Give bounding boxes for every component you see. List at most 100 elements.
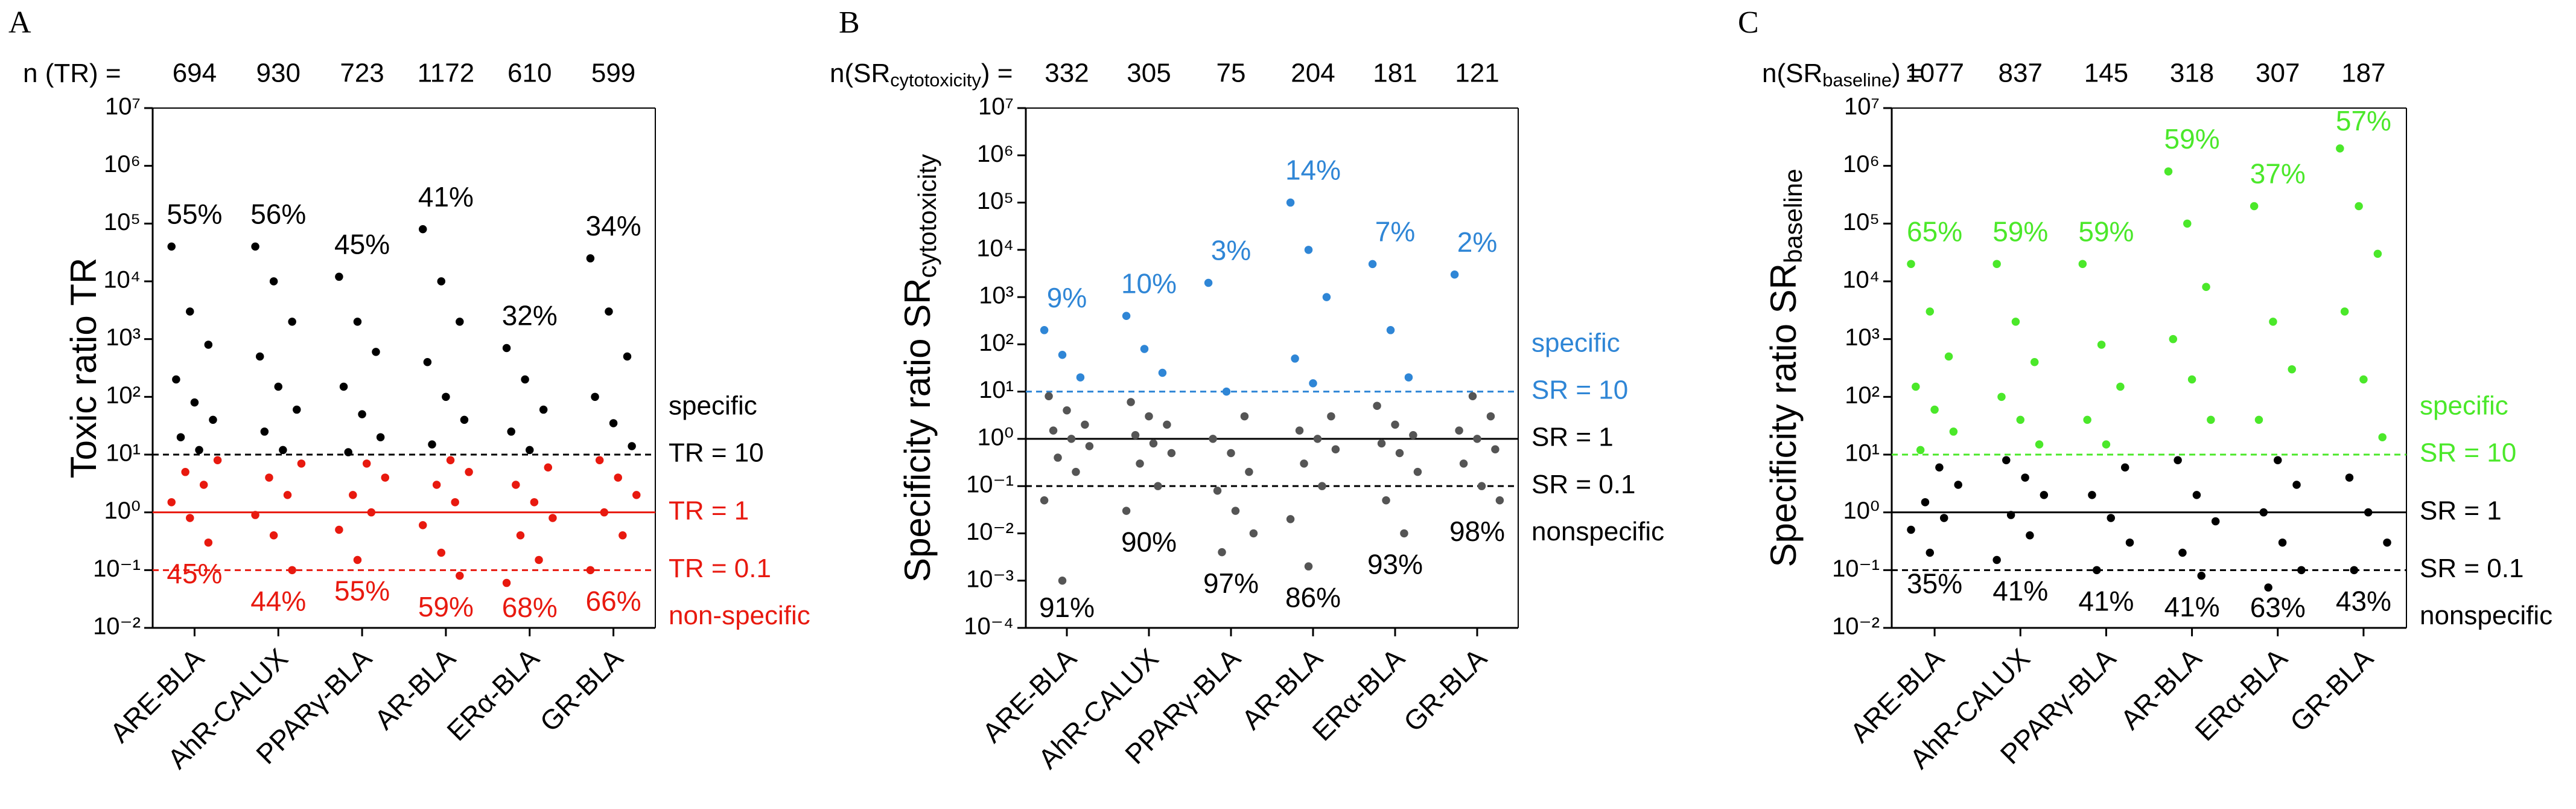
y-tick-label: 10⁴	[103, 267, 141, 293]
lower-percent: 43%	[2336, 585, 2391, 616]
upper-percent: 7%	[1375, 216, 1415, 248]
data-point	[1912, 382, 1920, 391]
data-point	[1907, 260, 1915, 268]
n-label-end: ) =	[1892, 59, 1924, 88]
data-point	[209, 415, 217, 424]
reference-label: SR = 0.1	[2420, 554, 2524, 583]
reference-label: SR = 1	[1531, 423, 1614, 452]
data-point	[628, 442, 636, 450]
data-point	[274, 382, 282, 391]
lower-percent: 41%	[2078, 585, 2134, 616]
nonspecific-label: nonspecific	[1531, 517, 1664, 546]
data-point	[609, 419, 618, 427]
lower-percent: 93%	[1367, 549, 1423, 580]
n-value: 332	[1045, 59, 1089, 88]
data-point	[2278, 538, 2287, 547]
reference-label: TR = 1	[669, 496, 749, 525]
data-point	[437, 277, 446, 286]
data-point	[1413, 467, 1422, 476]
n-value: 610	[507, 59, 552, 88]
upper-percent: 2%	[1457, 226, 1497, 258]
data-point	[521, 375, 529, 384]
n-value: 837	[1999, 59, 2043, 88]
specific-label: specific	[669, 391, 757, 421]
data-point	[288, 318, 296, 326]
data-point	[367, 508, 376, 517]
data-point	[2364, 508, 2373, 517]
data-point	[167, 498, 176, 507]
data-point	[204, 341, 213, 349]
y-axis-title-sub: baseline	[1779, 169, 1807, 263]
reference-label: TR = 0.1	[669, 554, 771, 583]
data-point	[1304, 562, 1313, 571]
data-point	[335, 272, 343, 281]
nonspecific-label: nonspecific	[2420, 601, 2552, 630]
data-point	[1300, 459, 1308, 468]
lower-percent: 44%	[250, 585, 306, 616]
n-value: 318	[2170, 59, 2214, 88]
data-point	[2345, 473, 2354, 482]
data-point	[1076, 373, 1085, 382]
data-point	[1040, 326, 1049, 334]
data-point	[1400, 529, 1408, 538]
y-tick-label: 10⁴	[976, 235, 1014, 261]
data-point	[2078, 260, 2087, 268]
data-point	[1127, 398, 1135, 406]
data-point	[1085, 442, 1094, 450]
y-tick-label: 10⁻¹	[966, 472, 1014, 498]
data-point	[376, 433, 385, 441]
n-value: 1172	[418, 59, 475, 88]
x-tick-label: ERα-BLA	[440, 642, 545, 747]
data-point	[255, 352, 264, 361]
data-point	[2292, 481, 2301, 489]
data-point	[2207, 415, 2215, 424]
data-point	[1322, 293, 1331, 301]
data-point	[428, 440, 436, 449]
data-point	[2202, 283, 2210, 292]
data-point	[1935, 463, 1944, 472]
upper-percent: 3%	[1211, 235, 1251, 266]
data-point	[1245, 467, 1253, 476]
data-point	[614, 473, 622, 482]
data-point	[1907, 525, 1915, 534]
n-value: 930	[256, 59, 301, 88]
data-point	[1954, 481, 1962, 489]
data-point	[1131, 430, 1140, 440]
data-point	[1213, 487, 1222, 495]
data-point	[1122, 507, 1131, 515]
data-point	[2116, 382, 2125, 391]
data-point	[1486, 412, 1495, 421]
n-value: 181	[1373, 59, 1417, 88]
data-point	[279, 446, 287, 455]
data-point	[2169, 334, 2178, 344]
lower-percent: 91%	[1039, 592, 1095, 623]
data-point	[1404, 373, 1413, 382]
y-axis-title: Specificity ratio SRcytotoxicity	[897, 154, 941, 582]
data-point	[2264, 583, 2272, 592]
x-tick-label: GR-BLA	[533, 642, 629, 738]
data-point	[632, 491, 641, 499]
n-value: 1077	[1905, 59, 1964, 88]
data-point	[204, 538, 213, 547]
data-point	[600, 508, 609, 517]
data-point	[1992, 260, 2001, 268]
data-point	[1992, 555, 2001, 564]
upper-percent: 32%	[502, 300, 558, 331]
data-point	[1309, 379, 1317, 388]
n-value: 145	[2084, 59, 2128, 88]
n-value: 307	[2256, 59, 2300, 88]
data-point	[2026, 531, 2034, 540]
lower-percent: 41%	[2164, 591, 2220, 622]
n-label-main: n(SR	[830, 59, 890, 88]
n-value: 75	[1216, 59, 1246, 88]
y-tick-label: 10⁴	[1842, 267, 1880, 293]
upper-percent: 41%	[418, 181, 474, 213]
data-point	[605, 307, 613, 316]
data-point	[349, 491, 357, 499]
data-point	[1154, 482, 1162, 490]
data-point	[591, 392, 599, 401]
y-tick-label: 10⁰	[104, 497, 141, 524]
data-point	[2102, 440, 2111, 449]
